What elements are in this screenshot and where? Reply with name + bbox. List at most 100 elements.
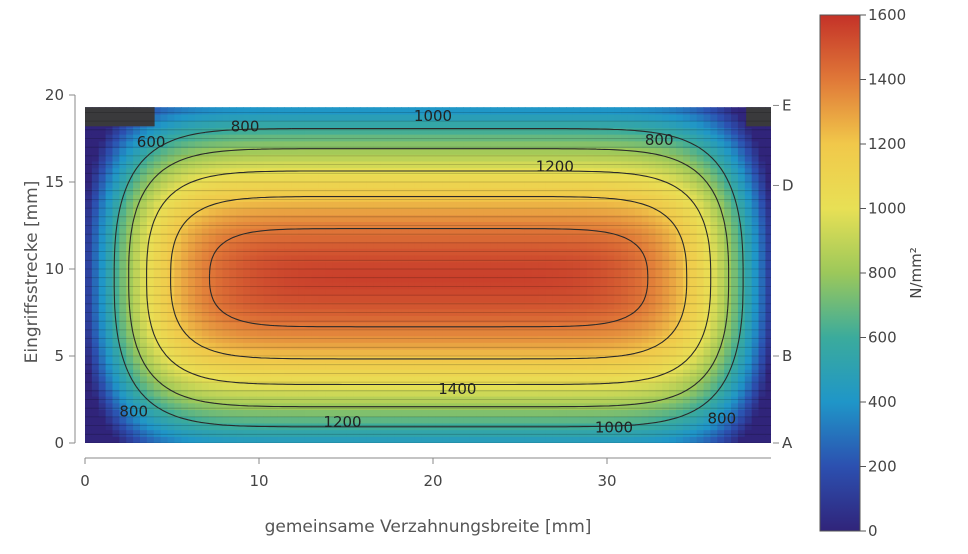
- heatmap-cell: [318, 228, 327, 236]
- heatmap-cell: [579, 113, 588, 122]
- heatmap-cell: [456, 214, 464, 222]
- heatmap-cell: [524, 214, 533, 222]
- heatmap-cell: [634, 107, 643, 115]
- heatmap-cell: [174, 120, 182, 128]
- heatmap-cell: [174, 134, 182, 142]
- heatmap-cell: [531, 214, 540, 222]
- heatmap-cell: [256, 154, 265, 162]
- heatmap-cell: [105, 134, 114, 142]
- heatmap-cell: [153, 254, 162, 263]
- heatmap-cell: [236, 436, 244, 443]
- heatmap-cell: [201, 160, 210, 169]
- heatmap-cell: [586, 174, 595, 182]
- heatmap-cell: [600, 335, 608, 343]
- heatmap-cell: [194, 127, 203, 135]
- heatmap-cell: [758, 422, 767, 431]
- heatmap-cell: [497, 348, 505, 357]
- heatmap-cell: [531, 429, 540, 437]
- heatmap-cell: [139, 221, 148, 229]
- heatmap-cell: [387, 181, 395, 189]
- heatmap-cell: [181, 395, 189, 404]
- heatmap-cell: [442, 409, 450, 417]
- heatmap-cell: [463, 140, 471, 149]
- heatmap-cell: [607, 127, 615, 135]
- heatmap-cell: [648, 275, 657, 283]
- heatmap-cell: [263, 335, 272, 343]
- heatmap-cell: [249, 167, 258, 175]
- heatmap-cell: [717, 127, 725, 135]
- heatmap-cell: [442, 214, 450, 222]
- heatmap-cell: [359, 107, 368, 115]
- heatmap-cell: [270, 174, 279, 182]
- heatmap-cell: [710, 107, 718, 115]
- heatmap-cell: [511, 120, 519, 128]
- heatmap-cell: [449, 214, 457, 222]
- heatmap-cell: [614, 234, 622, 243]
- heatmap-cell: [648, 389, 657, 397]
- heatmap-cell: [277, 328, 285, 337]
- heatmap-cell: [531, 261, 540, 269]
- heatmap-cell: [105, 234, 114, 243]
- heatmap-cell: [428, 348, 437, 357]
- heatmap-cell: [538, 288, 547, 296]
- heatmap-cell: [366, 120, 375, 128]
- heatmap-cell: [531, 416, 540, 424]
- heatmap-cell: [346, 375, 354, 384]
- heatmap-cell: [463, 409, 471, 417]
- heatmap-cell: [291, 234, 299, 243]
- heatmap-cell: [119, 147, 127, 155]
- heatmap-cell: [167, 281, 175, 290]
- heatmap-cell: [256, 221, 265, 229]
- heatmap-cell: [112, 328, 120, 337]
- heatmap-cell: [126, 207, 134, 216]
- heatmap-cell: [126, 221, 134, 229]
- heatmap-cell: [655, 113, 663, 122]
- heatmap-cell: [607, 241, 615, 249]
- heatmap-cell: [139, 134, 148, 142]
- heatmap-cell: [160, 120, 169, 128]
- heatmap-cell: [119, 167, 127, 175]
- heatmap-cell: [284, 348, 292, 357]
- heatmap-cell: [201, 228, 210, 236]
- heatmap-cell: [621, 194, 629, 202]
- heatmap-cell: [311, 416, 320, 424]
- heatmap-cell: [614, 295, 622, 303]
- heatmap-cell: [669, 261, 677, 269]
- heatmap-cell: [689, 113, 698, 122]
- heatmap-cell: [256, 194, 265, 202]
- heatmap-cell: [284, 261, 292, 269]
- heatmap-cell: [277, 174, 285, 182]
- heatmap-cell: [731, 187, 739, 196]
- heatmap-cell: [236, 315, 244, 323]
- heatmap-cell: [112, 315, 120, 323]
- heatmap-cell: [373, 342, 382, 350]
- heatmap-cell: [291, 355, 299, 364]
- heatmap-cell: [641, 315, 650, 323]
- heatmap-cell: [724, 342, 732, 350]
- heatmap-cell: [428, 120, 437, 128]
- heatmap-cell: [91, 167, 100, 175]
- heatmap-cell: [373, 181, 382, 189]
- heatmap-cell: [318, 107, 327, 115]
- heatmap-cell: [153, 181, 162, 189]
- heatmap-cell: [373, 113, 382, 122]
- heatmap-cell: [298, 134, 306, 142]
- heatmap-cell: [91, 436, 100, 443]
- heatmap-cell: [291, 107, 299, 115]
- heatmap-cell: [524, 254, 533, 263]
- heatmap-cell: [263, 120, 272, 128]
- heatmap-cell: [442, 281, 450, 290]
- heatmap-cell: [655, 295, 663, 303]
- heatmap-cell: [655, 268, 663, 276]
- heatmap-cell: [112, 348, 120, 357]
- heatmap-cell: [208, 436, 217, 443]
- heatmap-cell: [463, 241, 471, 249]
- heatmap-cell: [153, 127, 162, 135]
- heatmap-cell: [366, 335, 375, 343]
- heatmap-cell: [559, 154, 567, 162]
- heatmap-cell: [545, 120, 553, 128]
- heatmap-cell: [545, 181, 553, 189]
- heatmap-cell: [414, 160, 423, 169]
- heatmap-cell: [146, 268, 155, 276]
- heatmap-cell: [98, 342, 107, 350]
